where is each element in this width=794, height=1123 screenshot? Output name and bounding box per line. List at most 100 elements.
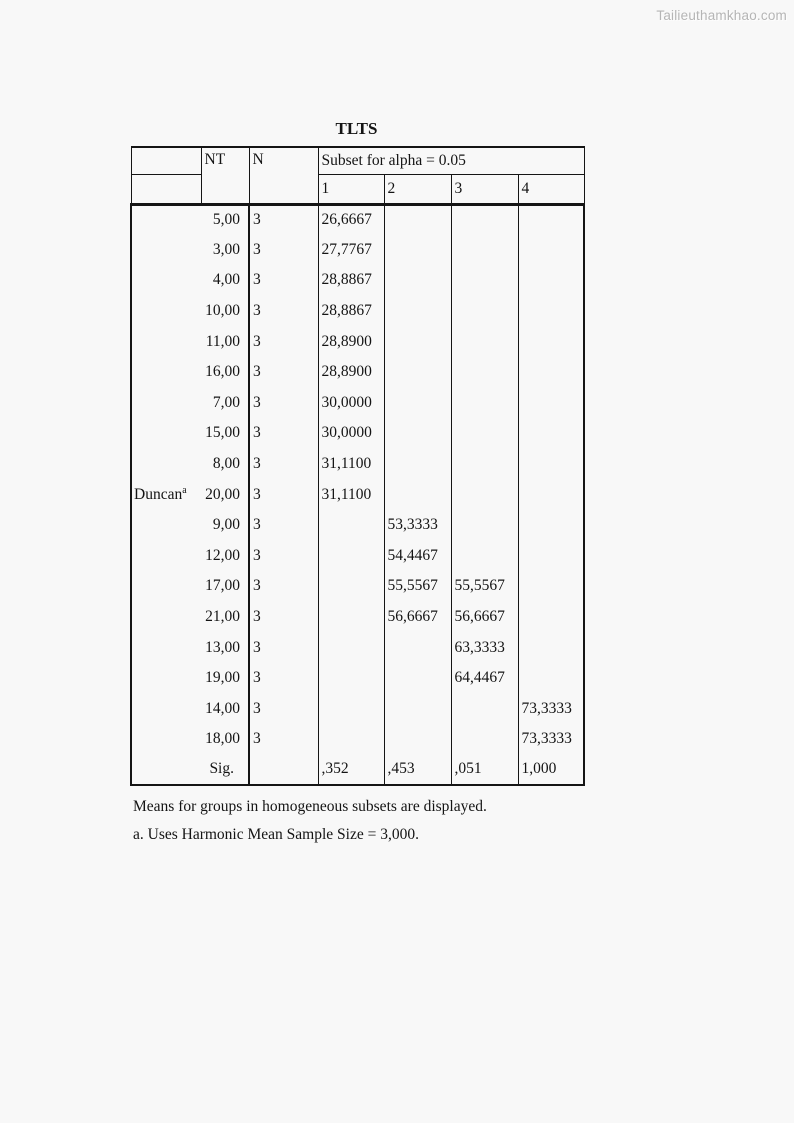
group-label-superscript: a <box>182 484 187 496</box>
s1-cell: 26,6667 <box>318 202 385 235</box>
s2-cell <box>384 387 452 419</box>
s3-cell: 55,5567 <box>451 571 519 602</box>
subset-3-header: 3 <box>450 173 519 205</box>
n-cell: 3 <box>249 326 319 357</box>
s4-cell <box>518 356 585 388</box>
s4-cell <box>518 632 585 663</box>
s1-cell <box>318 693 385 725</box>
s4-cell <box>518 479 585 510</box>
table-row: Sig. ,352,453,051 1,000 <box>130 754 585 787</box>
table-row: 16,00 3 28,8900 <box>130 356 585 388</box>
n-cell: 3 <box>249 662 319 694</box>
table-row: 4,00 3 28,8867 <box>130 265 585 296</box>
nt-cell: 18,00 <box>201 724 250 755</box>
n-cell: 3 <box>249 448 319 480</box>
header-row-2: 1 2 3 4 <box>130 173 585 205</box>
row-group-label-cell <box>130 693 201 725</box>
n-column-header: N <box>248 146 319 205</box>
table-row: 19,00 3 64,4467 <box>130 662 585 694</box>
s3-cell <box>451 448 519 480</box>
row-group-label-cell <box>130 202 201 235</box>
subset-4-header: 4 <box>517 173 585 205</box>
table-row: 3,00 3 27,7767 <box>130 234 585 266</box>
table-row: 13,00 3 63,3333 <box>130 632 585 663</box>
s1-cell <box>318 540 385 572</box>
s3-cell <box>451 540 519 572</box>
s3-cell <box>451 387 519 419</box>
s4-cell <box>518 418 585 449</box>
row-group-label-cell <box>130 632 201 663</box>
s2-cell <box>384 265 452 296</box>
s4-cell <box>518 387 585 419</box>
subset-1-header: 1 <box>317 173 385 205</box>
s4-cell <box>518 540 585 572</box>
s1-cell: ,352 <box>318 754 385 787</box>
nt-cell: 7,00 <box>201 387 250 419</box>
row-group-label-cell <box>130 540 201 572</box>
s2-cell <box>384 326 452 357</box>
table-body: 5,00 3 26,6667 3,00 3 27,7767 4,00 3 28,8867 10,0… <box>130 202 585 787</box>
footnote-means: Means for groups in homogeneous subsets … <box>133 798 487 815</box>
nt-cell: 13,00 <box>201 632 250 663</box>
row-group-label-cell <box>130 265 201 296</box>
duncan-subsets-table: NT N Subset for alpha = 0.05 1 2 3 4 5,0… <box>130 146 585 787</box>
s1-cell: 28,8900 <box>318 356 385 388</box>
table-footnotes: Means for groups in homogeneous subsets … <box>133 793 487 848</box>
s1-cell: 31,1100 <box>318 479 385 510</box>
nt-cell: 21,00 <box>201 601 250 633</box>
s3-cell <box>451 202 519 235</box>
nt-cell: 14,00 <box>201 693 250 725</box>
subset-2-header: 2 <box>383 173 452 205</box>
table-row: 21,00 3 56,6667 56,6667 <box>130 601 585 633</box>
nt-cell: Sig. <box>201 754 250 787</box>
s3-cell: 63,3333 <box>451 632 519 663</box>
n-cell: 3 <box>249 356 319 388</box>
s2-cell: 53,3333 <box>384 509 452 541</box>
s2-cell <box>384 234 452 266</box>
nt-column-header: NT <box>200 146 250 205</box>
s2-cell: 55,5567 <box>384 571 452 602</box>
s2-cell <box>384 448 452 480</box>
s2-cell: 56,6667 <box>384 601 452 633</box>
nt-cell: 8,00 <box>201 448 250 480</box>
row-group-label-cell <box>130 356 201 388</box>
n-cell: 3 <box>249 571 319 602</box>
s4-cell: 1,000 <box>518 754 585 787</box>
table-header: NT N Subset for alpha = 0.05 1 2 3 4 <box>130 146 585 205</box>
row-group-label-cell <box>130 601 201 633</box>
table-row: 7,00 3 30,0000 <box>130 387 585 419</box>
n-cell: 3 <box>249 601 319 633</box>
n-cell: 3 <box>249 202 319 235</box>
s4-cell <box>518 571 585 602</box>
table-row: Duncana 20,00 3 31,1100 <box>130 479 585 510</box>
s3-cell <box>451 356 519 388</box>
row-group-label-cell: Duncana <box>130 479 201 510</box>
row-group-label-cell <box>130 571 201 602</box>
s4-cell <box>518 202 585 235</box>
n-cell: 3 <box>249 265 319 296</box>
s4-cell <box>518 234 585 266</box>
s4-cell <box>518 662 585 694</box>
row-group-label-cell <box>130 754 201 787</box>
row-group-label-cell <box>130 295 201 327</box>
s2-cell: 54,4467 <box>384 540 452 572</box>
row-group-label-cell <box>130 387 201 419</box>
nt-cell: 16,00 <box>201 356 250 388</box>
s3-cell <box>451 724 519 755</box>
s1-cell <box>318 724 385 755</box>
s3-cell <box>451 265 519 296</box>
s4-cell <box>518 448 585 480</box>
table-row: 8,00 3 31,1100 <box>130 448 585 480</box>
table-row: 14,00 3 73,3333 <box>130 693 585 725</box>
s1-cell: 30,0000 <box>318 387 385 419</box>
table-row: 5,00 3 26,6667 <box>130 202 585 235</box>
table-row: 17,00 3 55,5567 55,5567 <box>130 571 585 602</box>
nt-cell: 4,00 <box>201 265 250 296</box>
s2-cell <box>384 356 452 388</box>
n-cell: 3 <box>249 418 319 449</box>
s2-cell <box>384 418 452 449</box>
s1-cell: 30,0000 <box>318 418 385 449</box>
n-cell: 3 <box>249 234 319 266</box>
s1-cell: 28,8867 <box>318 295 385 327</box>
